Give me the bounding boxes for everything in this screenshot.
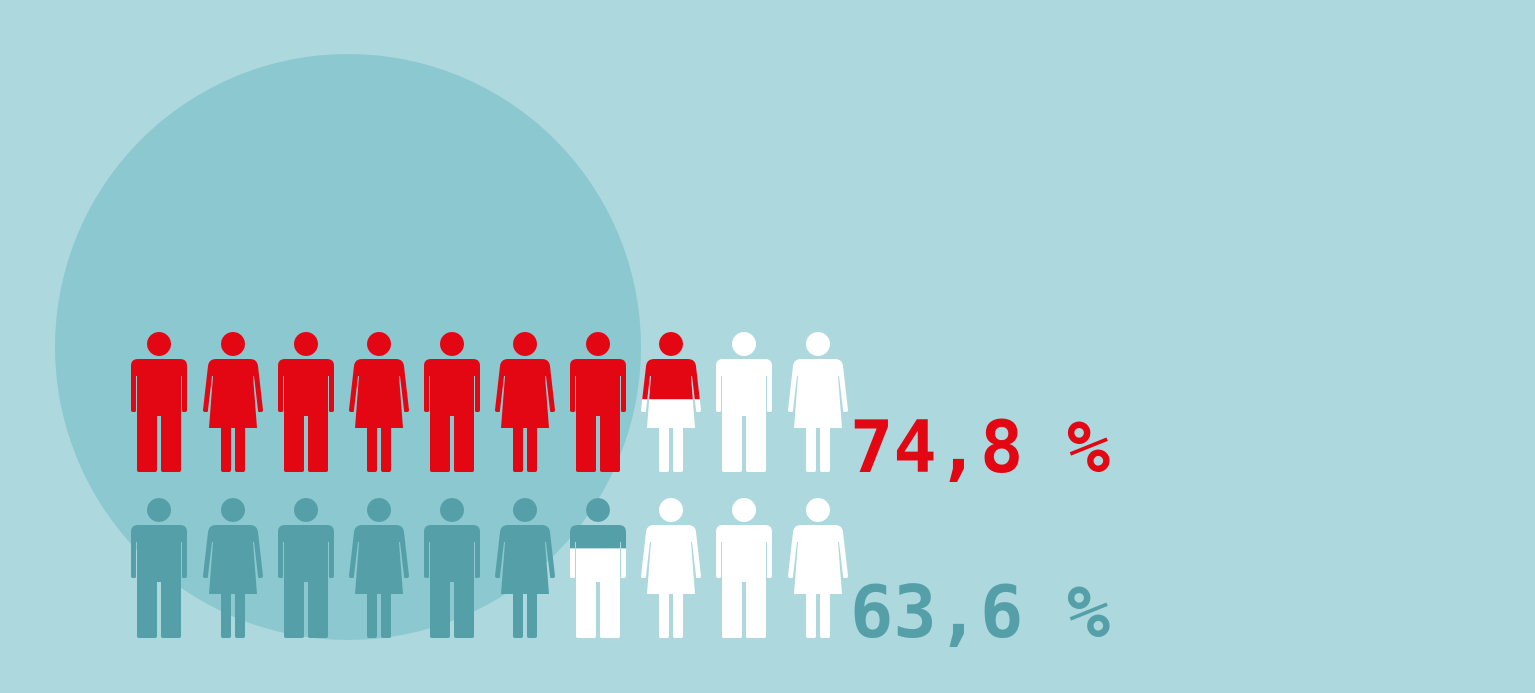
body <box>788 359 848 472</box>
head <box>147 498 171 522</box>
head <box>294 498 318 522</box>
man-icon <box>131 498 187 638</box>
body <box>349 359 409 472</box>
head <box>513 332 537 356</box>
man-icon <box>278 498 334 638</box>
woman-icon <box>349 332 409 472</box>
woman-icon <box>495 498 555 638</box>
body <box>349 525 409 638</box>
man-icon <box>278 332 334 472</box>
woman-icon <box>495 332 555 472</box>
body <box>788 525 848 638</box>
woman-icon <box>788 332 848 472</box>
woman-icon <box>349 498 409 638</box>
head <box>221 498 245 522</box>
man-icon <box>424 498 480 638</box>
head <box>806 332 830 356</box>
body <box>131 359 187 472</box>
woman-icon <box>641 332 701 472</box>
body <box>424 359 480 472</box>
man-icon <box>716 332 772 472</box>
head <box>732 332 756 356</box>
woman-icon <box>641 498 701 638</box>
body <box>495 525 555 638</box>
value-label-row-2: 63,6 % <box>850 570 1110 654</box>
woman-icon <box>203 498 263 638</box>
head <box>586 498 610 522</box>
value-label-row-1: 74,8 % <box>850 405 1110 489</box>
head <box>659 332 683 356</box>
head <box>440 332 464 356</box>
head <box>586 332 610 356</box>
woman-icon <box>203 332 263 472</box>
head <box>806 498 830 522</box>
body <box>570 525 626 549</box>
body <box>642 359 700 400</box>
body <box>570 359 626 472</box>
body <box>716 525 772 638</box>
man-icon <box>716 498 772 638</box>
head <box>367 498 391 522</box>
head <box>659 498 683 522</box>
body <box>641 525 701 638</box>
body <box>131 525 187 638</box>
body <box>570 525 626 638</box>
body <box>278 359 334 472</box>
body <box>278 525 334 638</box>
body <box>716 359 772 472</box>
pictogram-row-2 <box>131 498 848 638</box>
woman-icon <box>788 498 848 638</box>
head <box>732 498 756 522</box>
head <box>513 498 537 522</box>
body <box>424 525 480 638</box>
man-icon <box>424 332 480 472</box>
head <box>440 498 464 522</box>
body <box>203 359 263 472</box>
head <box>294 332 318 356</box>
man-icon <box>131 332 187 472</box>
body <box>203 525 263 638</box>
body <box>495 359 555 472</box>
background-circle <box>55 54 641 640</box>
head <box>367 332 391 356</box>
head <box>147 332 171 356</box>
man-icon <box>570 332 626 472</box>
man-icon <box>570 498 626 638</box>
pictogram-row-1 <box>131 332 848 472</box>
head <box>221 332 245 356</box>
